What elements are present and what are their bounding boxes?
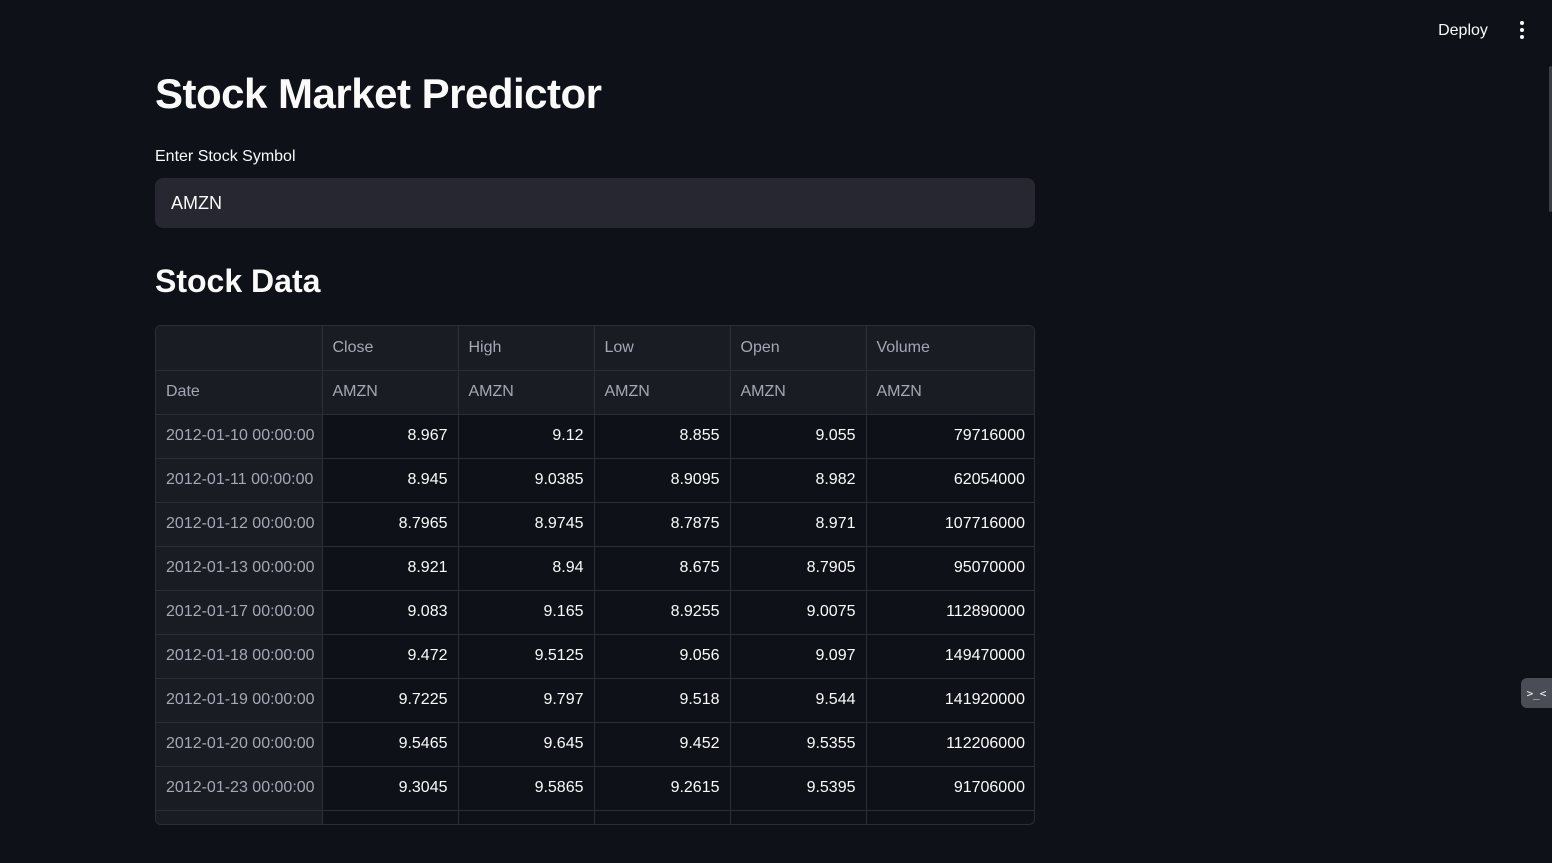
ticker-header[interactable]: AMZN xyxy=(730,370,867,415)
table-row: 2012-01-13 00:00:00 8.921 8.94 8.675 8.7905 9… xyxy=(156,546,1034,591)
stock-symbol-input[interactable] xyxy=(155,178,1035,228)
table-row: 2012-01-23 00:00:00 9.3045 9.5865 9.2615 9.5… xyxy=(156,766,1034,811)
stock-data-table[interactable]: Close High Low Open Volume Date AMZN AMZ… xyxy=(155,325,1035,825)
table-row: 2012-01-20 00:00:00 9.5465 9.645 9.452 9.535… xyxy=(156,722,1034,767)
scrollbar[interactable] xyxy=(1549,66,1552,212)
table-cell[interactable]: 9.165 xyxy=(458,590,595,635)
table-cell xyxy=(156,810,323,824)
table-cell[interactable]: 9.097 xyxy=(730,634,867,679)
kebab-menu-icon[interactable] xyxy=(1508,16,1536,44)
table-cell[interactable]: 8.967 xyxy=(322,414,459,459)
table-cell[interactable]: 9.5465 xyxy=(322,722,459,767)
table-cell[interactable]: 9.7225 xyxy=(322,678,459,723)
dev-tools-button[interactable]: >_< xyxy=(1521,678,1552,708)
table-row: 2012-01-18 00:00:00 9.472 9.5125 9.056 9.097… xyxy=(156,634,1034,679)
table-cell[interactable]: 8.945 xyxy=(322,458,459,503)
ticker-header[interactable]: AMZN xyxy=(866,370,1034,415)
table-cell[interactable]: 8.7905 xyxy=(730,546,867,591)
table-cell[interactable]: 8.921 xyxy=(322,546,459,591)
table-row: 2012-01-19 00:00:00 9.7225 9.797 9.518 9.544… xyxy=(156,678,1034,723)
column-header-open[interactable]: Open xyxy=(730,326,867,371)
column-header-volume[interactable]: Volume xyxy=(866,326,1034,371)
table-cell[interactable]: 9.0075 xyxy=(730,590,867,635)
table-cell[interactable]: 9.0385 xyxy=(458,458,595,503)
table-cell[interactable]: 8.675 xyxy=(594,546,731,591)
row-index-date[interactable]: 2012-01-19 00:00:00 xyxy=(156,678,323,723)
row-index-date[interactable]: 2012-01-18 00:00:00 xyxy=(156,634,323,679)
table-row-partial xyxy=(156,810,1034,824)
table-cell[interactable]: 9.056 xyxy=(594,634,731,679)
table-cell[interactable]: 8.9255 xyxy=(594,590,731,635)
row-index-date[interactable]: 2012-01-12 00:00:00 xyxy=(156,502,323,547)
table-cell[interactable]: 8.94 xyxy=(458,546,595,591)
table-cell[interactable]: 8.7965 xyxy=(322,502,459,547)
table-cell[interactable]: 9.2615 xyxy=(594,766,731,811)
index-header-date[interactable]: Date xyxy=(156,370,323,415)
table-cell[interactable]: 8.971 xyxy=(730,502,867,547)
row-index-date[interactable]: 2012-01-17 00:00:00 xyxy=(156,590,323,635)
table-row: 2012-01-10 00:00:00 8.967 9.12 8.855 9.055 79… xyxy=(156,414,1034,459)
table-cell[interactable]: 9.518 xyxy=(594,678,731,723)
row-index-date[interactable]: 2012-01-11 00:00:00 xyxy=(156,458,323,503)
table-cell[interactable]: 112206000 xyxy=(866,722,1034,767)
row-index-date[interactable]: 2012-01-13 00:00:00 xyxy=(156,546,323,591)
table-row: 2012-01-17 00:00:00 9.083 9.165 8.9255 9.007… xyxy=(156,590,1034,635)
table-cell[interactable]: 9.5395 xyxy=(730,766,867,811)
column-header-close[interactable]: Close xyxy=(322,326,459,371)
stock-symbol-label: Enter Stock Symbol xyxy=(155,148,296,165)
row-index-date[interactable]: 2012-01-20 00:00:00 xyxy=(156,722,323,767)
top-bar: Deploy xyxy=(0,0,1552,60)
table-cell xyxy=(322,810,459,824)
table-cell xyxy=(866,810,1034,824)
row-index-date[interactable]: 2012-01-10 00:00:00 xyxy=(156,414,323,459)
ticker-header[interactable]: AMZN xyxy=(594,370,731,415)
table-cell[interactable]: 9.12 xyxy=(458,414,595,459)
table-row: 2012-01-11 00:00:00 8.945 9.0385 8.9095 8.98… xyxy=(156,458,1034,503)
column-header-low[interactable]: Low xyxy=(594,326,731,371)
table-cell[interactable]: 9.083 xyxy=(322,590,459,635)
table-cell[interactable]: 79716000 xyxy=(866,414,1034,459)
table-cell[interactable]: 8.855 xyxy=(594,414,731,459)
row-index-date[interactable]: 2012-01-23 00:00:00 xyxy=(156,766,323,811)
table-cell[interactable]: 9.797 xyxy=(458,678,595,723)
table-cell[interactable]: 9.055 xyxy=(730,414,867,459)
deploy-button[interactable]: Deploy xyxy=(1425,18,1501,44)
table-cell xyxy=(458,810,595,824)
table-cell xyxy=(594,810,731,824)
table-cell[interactable]: 95070000 xyxy=(866,546,1034,591)
table-cell[interactable]: 107716000 xyxy=(866,502,1034,547)
table-cell[interactable]: 8.9095 xyxy=(594,458,731,503)
table-cell[interactable]: 9.5865 xyxy=(458,766,595,811)
ticker-header[interactable]: AMZN xyxy=(322,370,459,415)
table-cell[interactable]: 112890000 xyxy=(866,590,1034,635)
ticker-header[interactable]: AMZN xyxy=(458,370,595,415)
table-cell[interactable]: 9.3045 xyxy=(322,766,459,811)
table-cell[interactable]: 9.5125 xyxy=(458,634,595,679)
table-cell[interactable]: 9.452 xyxy=(594,722,731,767)
table-cell[interactable]: 8.9745 xyxy=(458,502,595,547)
table-cell[interactable]: 141920000 xyxy=(866,678,1034,723)
section-title: Stock Data xyxy=(155,263,321,299)
table-cell[interactable]: 62054000 xyxy=(866,458,1034,503)
table-cell[interactable]: 9.5355 xyxy=(730,722,867,767)
table-cell[interactable]: 9.645 xyxy=(458,722,595,767)
table-cell[interactable]: 9.544 xyxy=(730,678,867,723)
table-row: 2012-01-12 00:00:00 8.7965 8.9745 8.7875 8.9… xyxy=(156,502,1034,547)
header-row-top: Close High Low Open Volume xyxy=(156,326,1034,371)
table-cell[interactable]: 8.982 xyxy=(730,458,867,503)
table-cell[interactable]: 91706000 xyxy=(866,766,1034,811)
column-header xyxy=(156,326,323,371)
table-cell[interactable]: 8.7875 xyxy=(594,502,731,547)
page-title: Stock Market Predictor xyxy=(155,70,602,117)
column-header-high[interactable]: High xyxy=(458,326,595,371)
table-cell xyxy=(730,810,867,824)
table-cell[interactable]: 149470000 xyxy=(866,634,1034,679)
header-row-ticker: Date AMZN AMZN AMZN AMZN AMZN xyxy=(156,370,1034,415)
table-cell[interactable]: 9.472 xyxy=(322,634,459,679)
